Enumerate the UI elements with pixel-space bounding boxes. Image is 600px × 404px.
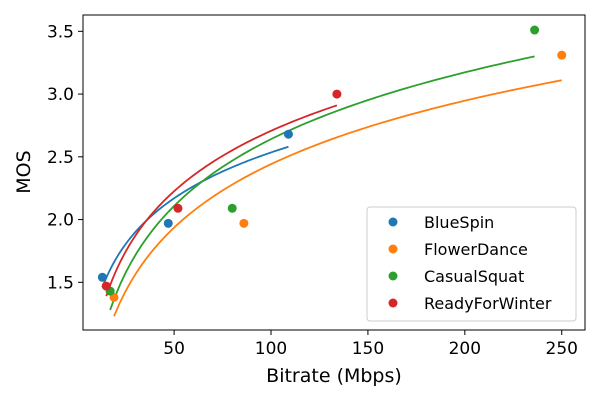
y-tick-label: 3.5 xyxy=(47,22,74,42)
legend-marker xyxy=(388,217,398,227)
legend: BlueSpin FlowerDance CasualSquat ReadyForWi… xyxy=(366,206,577,322)
data-point-flowerdance xyxy=(557,50,567,60)
fit-curve-readyforwinter xyxy=(105,104,338,297)
data-point-bluespin xyxy=(97,272,107,282)
fit-curve-casualsquat xyxy=(109,55,535,311)
y-tick-label: 2.0 xyxy=(47,211,74,231)
data-point-casualsquat xyxy=(227,203,237,213)
x-tick-label: 150 xyxy=(352,339,384,359)
x-tick-label: 100 xyxy=(255,339,287,359)
x-tick-label: 200 xyxy=(449,339,481,359)
data-point-bluespin xyxy=(283,129,293,139)
fit-curve-flowerdance xyxy=(113,79,562,317)
data-point-readyforwinter xyxy=(173,203,183,213)
legend-label: FlowerDance xyxy=(424,240,528,259)
y-tick-label: 3.0 xyxy=(47,85,74,105)
legend-marker xyxy=(388,298,398,308)
data-point-casualsquat xyxy=(530,25,540,35)
plot-area-frame xyxy=(82,14,586,331)
x-tick-label: 250 xyxy=(546,339,578,359)
legend-marker xyxy=(388,244,398,254)
fit-curve-bluespin xyxy=(101,145,289,288)
fit-curves xyxy=(101,55,562,317)
legend-box xyxy=(366,206,577,322)
legend-label: ReadyForWinter xyxy=(424,294,552,313)
data-point-flowerdance xyxy=(239,218,249,228)
x-axis-label: Bitrate (Mbps) xyxy=(266,365,402,387)
legend-label: CasualSquat xyxy=(424,267,524,286)
legend-marker xyxy=(388,271,398,281)
legend-label: BlueSpin xyxy=(424,213,494,232)
data-point-readyforwinter xyxy=(101,281,111,291)
data-points xyxy=(97,25,567,302)
x-axis: 50 100 150 200 250 xyxy=(163,330,578,359)
data-point-bluespin xyxy=(163,218,173,228)
y-axis: 1.5 2.0 2.5 3.0 3.5 xyxy=(47,22,83,293)
y-tick-label: 1.5 xyxy=(47,273,74,293)
x-tick-label: 50 xyxy=(163,339,185,359)
y-tick-label: 2.5 xyxy=(47,148,74,168)
data-point-readyforwinter xyxy=(332,89,342,99)
y-axis-label: MOS xyxy=(13,150,35,193)
